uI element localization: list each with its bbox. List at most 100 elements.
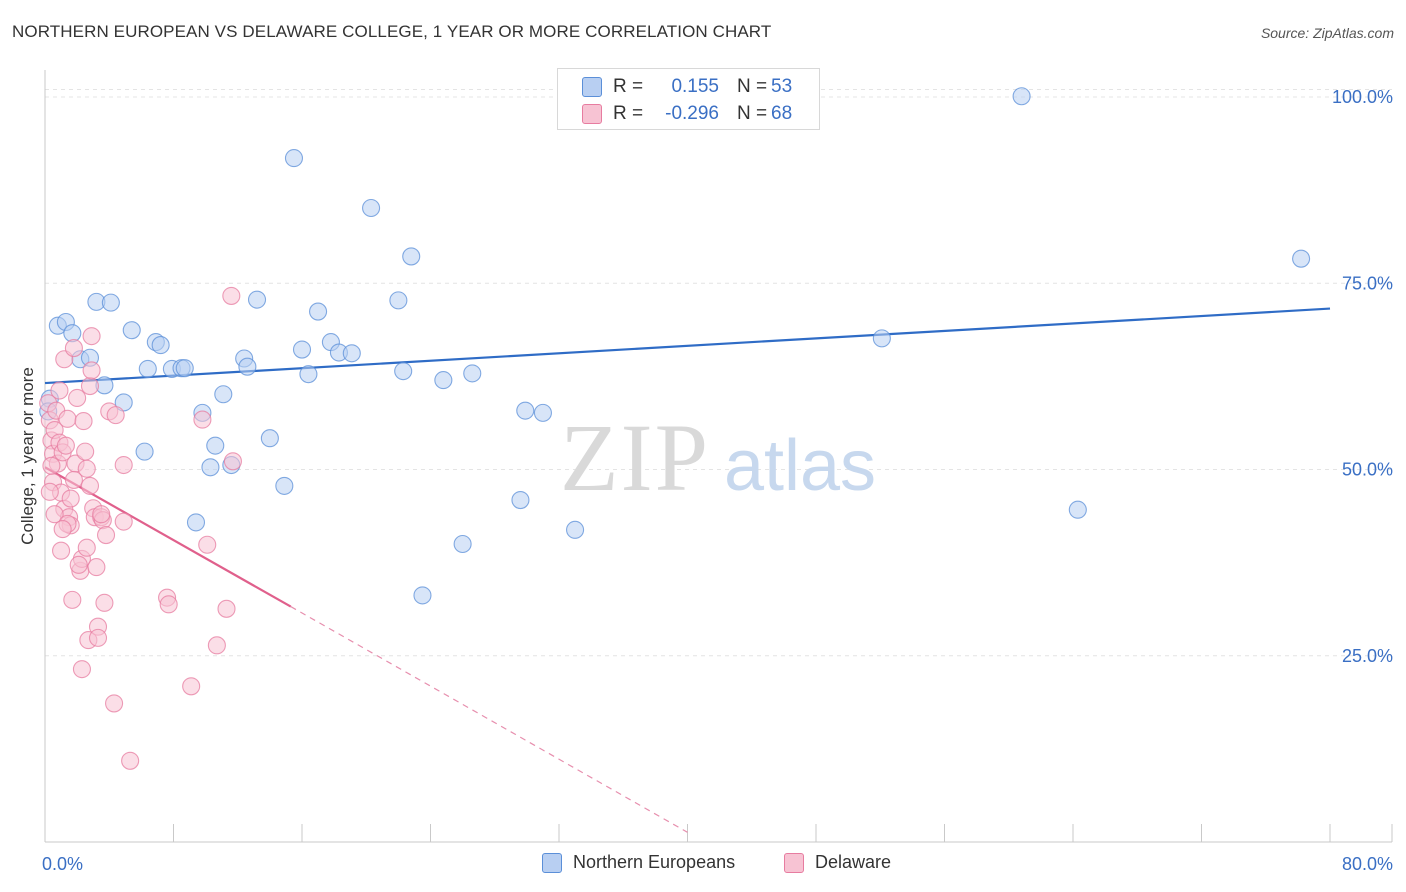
trend-lines: [44, 307, 1331, 833]
point-northern-european: [175, 359, 194, 378]
point-delaware: [40, 482, 59, 501]
axes: [44, 70, 1393, 843]
point-northern-european: [342, 344, 361, 363]
n-value: 68: [771, 103, 793, 124]
point-northern-european: [214, 385, 233, 404]
point-northern-european: [284, 149, 304, 168]
point-delaware: [223, 452, 242, 471]
correlation-stats-box: R = 0.155 N = 53 R = -0.296 N = 68: [557, 68, 820, 130]
point-delaware: [77, 459, 96, 478]
point-delaware: [96, 526, 116, 545]
chart-legend: Northern Europeans Delaware: [0, 852, 1406, 878]
point-delaware: [82, 361, 101, 380]
series-delaware: [39, 286, 242, 770]
point-northern-european: [434, 371, 453, 390]
point-delaware: [64, 470, 83, 489]
point-delaware: [106, 406, 125, 425]
r-value: -0.296: [665, 103, 719, 124]
point-northern-european: [275, 476, 294, 495]
point-northern-european: [101, 293, 120, 312]
legend-label: Delaware: [815, 852, 892, 872]
point-delaware: [45, 505, 64, 524]
point-northern-european: [511, 490, 530, 510]
point-delaware: [53, 520, 72, 539]
trend-line-northern-europeans: [44, 307, 1331, 385]
x-tick-label: 80.0%: [1342, 854, 1393, 874]
point-delaware: [82, 327, 101, 346]
point-delaware: [77, 538, 96, 557]
legend-item-delaware[interactable]: Delaware: [784, 852, 891, 873]
point-delaware: [74, 412, 93, 431]
tick-labels: 25.0% 50.0% 75.0% 100.0% 0.0% 80.0%: [42, 87, 1393, 874]
point-delaware: [80, 476, 100, 495]
point-northern-european: [402, 247, 421, 266]
point-delaware: [114, 455, 133, 475]
point-delaware: [193, 410, 212, 429]
point-delaware: [76, 442, 95, 461]
stats-row-delaware: R = -0.296 N = 68: [582, 101, 792, 127]
point-northern-european: [151, 336, 170, 355]
chart-title: NORTHERN EUROPEAN VS DELAWARE COLLEGE, 1…: [12, 22, 772, 41]
point-northern-european: [63, 324, 82, 343]
r-label: R =: [613, 103, 644, 124]
point-northern-european: [566, 520, 585, 539]
point-delaware: [42, 456, 61, 475]
source-credit: Source: ZipAtlas.com: [1260, 25, 1394, 41]
x-tick-label: 0.0%: [42, 854, 83, 874]
point-delaware: [114, 512, 133, 531]
legend-label: Northern Europeans: [573, 852, 736, 872]
point-delaware: [69, 555, 88, 574]
point-northern-european: [201, 458, 220, 477]
point-northern-european: [872, 329, 891, 348]
point-northern-european: [122, 321, 141, 340]
point-northern-european: [206, 436, 225, 455]
point-northern-european: [247, 290, 267, 309]
point-delaware: [50, 381, 69, 400]
point-northern-european: [260, 429, 279, 448]
r-label: R =: [613, 76, 644, 97]
trend-line-delaware-extrapolated: [290, 606, 688, 833]
point-northern-european: [533, 403, 552, 422]
point-delaware: [63, 590, 82, 609]
point-delaware: [217, 599, 236, 618]
point-delaware: [88, 628, 108, 647]
point-delaware: [72, 660, 91, 679]
point-delaware: [56, 436, 75, 455]
n-label: N =: [737, 103, 768, 124]
point-northern-european: [453, 534, 472, 554]
point-northern-european: [186, 513, 206, 532]
point-delaware: [61, 489, 80, 508]
point-delaware: [92, 505, 111, 524]
point-northern-european: [516, 401, 535, 420]
legend-swatch-blue: [542, 852, 562, 873]
point-northern-european: [309, 302, 328, 321]
point-northern-european: [135, 442, 154, 461]
point-northern-european: [394, 362, 413, 381]
point-delaware: [207, 636, 226, 655]
point-delaware: [121, 751, 140, 770]
series-northern-europeans: [39, 87, 1311, 605]
point-delaware: [87, 558, 106, 577]
y-tick-label: 75.0%: [1342, 273, 1393, 293]
n-label: N =: [737, 76, 768, 97]
y-tick-label: 100.0%: [1332, 87, 1393, 107]
point-northern-european: [292, 340, 312, 359]
stats-swatch-blue: [582, 77, 602, 97]
point-delaware: [68, 388, 87, 408]
point-northern-european: [1292, 249, 1311, 268]
watermark-atlas: atlas: [724, 426, 876, 506]
stats-swatch-pink: [582, 104, 602, 124]
point-northern-european: [238, 357, 257, 376]
y-axis-label: College, 1 year or more: [18, 367, 37, 545]
point-delaware: [52, 541, 71, 560]
point-northern-european: [413, 586, 432, 605]
point-delaware: [182, 677, 201, 696]
point-delaware: [159, 595, 178, 614]
y-tick-label: 50.0%: [1342, 460, 1393, 480]
point-northern-european: [299, 365, 318, 384]
data-points: [39, 87, 1311, 770]
y-tick-label: 25.0%: [1342, 646, 1393, 666]
legend-item-northern-europeans[interactable]: Northern Europeans: [542, 852, 735, 873]
point-northern-european: [138, 359, 157, 378]
point-delaware: [95, 593, 114, 612]
